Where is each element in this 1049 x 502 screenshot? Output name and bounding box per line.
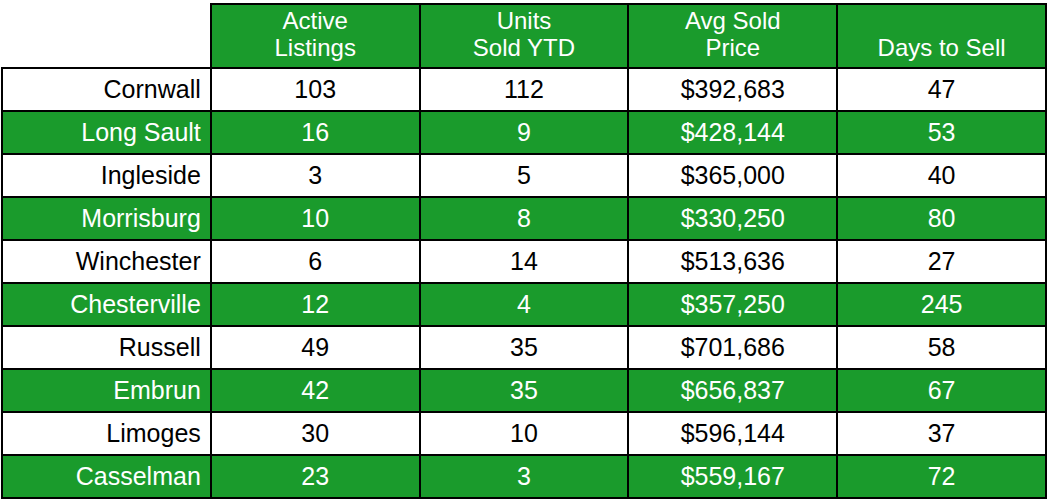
cell-avg-sold-price: $392,683	[628, 68, 837, 111]
cell-units-sold-ytd: 35	[420, 326, 629, 369]
cell-days-to-sell: 53	[837, 111, 1046, 154]
cell-active-listings: 12	[211, 283, 420, 326]
header-row: Active Listings Units Sold YTD Avg Sold …	[2, 4, 1046, 68]
cell-units-sold-ytd: 14	[420, 240, 629, 283]
row-label: Chesterville	[2, 283, 211, 326]
col-header-active-listings: Active Listings	[211, 4, 420, 68]
table-row: Limoges 30 10 $596,144 37	[2, 412, 1046, 455]
cell-days-to-sell: 67	[837, 369, 1046, 412]
cell-days-to-sell: 47	[837, 68, 1046, 111]
col-header-days-to-sell: Days to Sell	[837, 4, 1046, 68]
row-label: Morrisburg	[2, 197, 211, 240]
table-row: Cornwall 103 112 $392,683 47	[2, 68, 1046, 111]
cell-active-listings: 103	[211, 68, 420, 111]
cell-units-sold-ytd: 5	[420, 154, 629, 197]
col-header-units-sold-ytd: Units Sold YTD	[420, 4, 629, 68]
row-label: Ingleside	[2, 154, 211, 197]
row-label: Winchester	[2, 240, 211, 283]
table-row: Morrisburg 10 8 $330,250 80	[2, 197, 1046, 240]
cell-avg-sold-price: $596,144	[628, 412, 837, 455]
cell-avg-sold-price: $428,144	[628, 111, 837, 154]
row-label: Casselman	[2, 455, 211, 498]
cell-avg-sold-price: $701,686	[628, 326, 837, 369]
row-label: Limoges	[2, 412, 211, 455]
cell-units-sold-ytd: 8	[420, 197, 629, 240]
cell-days-to-sell: 58	[837, 326, 1046, 369]
cell-units-sold-ytd: 9	[420, 111, 629, 154]
cell-avg-sold-price: $330,250	[628, 197, 837, 240]
table-row: Winchester 6 14 $513,636 27	[2, 240, 1046, 283]
cell-active-listings: 10	[211, 197, 420, 240]
cell-avg-sold-price: $513,636	[628, 240, 837, 283]
row-label: Cornwall	[2, 68, 211, 111]
col-header-avg-sold-price: Avg Sold Price	[628, 4, 837, 68]
cell-units-sold-ytd: 35	[420, 369, 629, 412]
cell-days-to-sell: 27	[837, 240, 1046, 283]
cell-units-sold-ytd: 4	[420, 283, 629, 326]
cell-days-to-sell: 245	[837, 283, 1046, 326]
cell-avg-sold-price: $559,167	[628, 455, 837, 498]
cell-active-listings: 16	[211, 111, 420, 154]
cell-avg-sold-price: $357,250	[628, 283, 837, 326]
row-label: Russell	[2, 326, 211, 369]
cell-units-sold-ytd: 10	[420, 412, 629, 455]
cell-days-to-sell: 72	[837, 455, 1046, 498]
table-row: Casselman 23 3 $559,167 72	[2, 455, 1046, 498]
row-label: Embrun	[2, 369, 211, 412]
table-row: Embrun 42 35 $656,837 67	[2, 369, 1046, 412]
cell-units-sold-ytd: 3	[420, 455, 629, 498]
cell-days-to-sell: 40	[837, 154, 1046, 197]
cell-days-to-sell: 37	[837, 412, 1046, 455]
table-row: Russell 49 35 $701,686 58	[2, 326, 1046, 369]
cell-active-listings: 49	[211, 326, 420, 369]
cell-units-sold-ytd: 112	[420, 68, 629, 111]
blank-corner-cell	[2, 4, 211, 68]
cell-active-listings: 30	[211, 412, 420, 455]
table-row: Chesterville 12 4 $357,250 245	[2, 283, 1046, 326]
cell-days-to-sell: 80	[837, 197, 1046, 240]
market-stats-table: Active Listings Units Sold YTD Avg Sold …	[1, 3, 1047, 499]
cell-avg-sold-price: $365,000	[628, 154, 837, 197]
cell-active-listings: 23	[211, 455, 420, 498]
table-row: Long Sault 16 9 $428,144 53	[2, 111, 1046, 154]
row-label: Long Sault	[2, 111, 211, 154]
cell-active-listings: 42	[211, 369, 420, 412]
cell-active-listings: 6	[211, 240, 420, 283]
cell-avg-sold-price: $656,837	[628, 369, 837, 412]
table-row: Ingleside 3 5 $365,000 40	[2, 154, 1046, 197]
cell-active-listings: 3	[211, 154, 420, 197]
